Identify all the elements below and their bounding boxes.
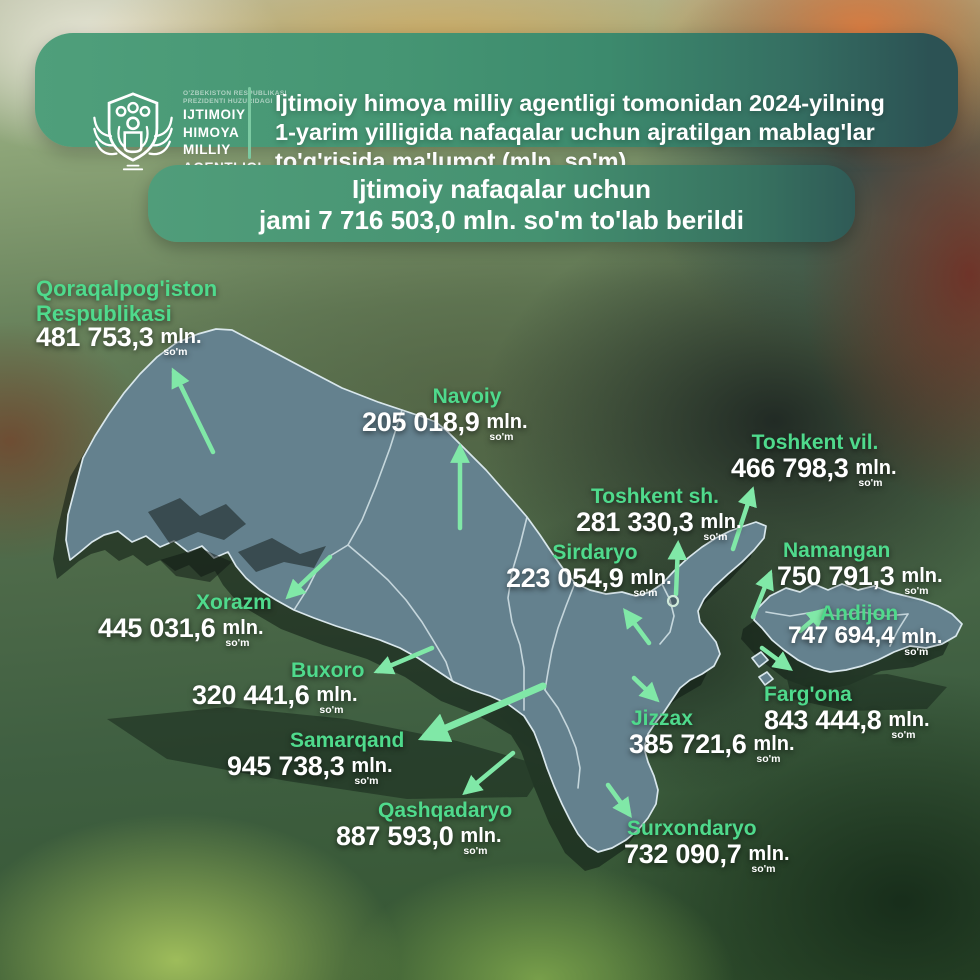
region-name-surxondaryo: Surxondaryo xyxy=(627,817,757,840)
arrow-surxondaryo xyxy=(605,782,632,819)
arrow-namangan xyxy=(750,569,774,620)
region-value-toshkent-sh: 281 330,3 mln. so'm xyxy=(576,507,742,543)
header-card: O'ZBEKISTON RESPUBLIKASI PREZIDENTI HUZU… xyxy=(35,33,958,174)
toshkent-city-pin xyxy=(666,594,680,608)
region-value-jizzax: 385 721,6 mln. so'm xyxy=(629,729,795,765)
logo-big-line: HIMOYA xyxy=(183,124,240,140)
arrow-qoraqalpogiston xyxy=(171,367,216,455)
map-region-mainland xyxy=(65,328,767,853)
leader-arrows xyxy=(171,367,827,819)
map-exclave xyxy=(751,651,769,668)
arrow-sirdaryo xyxy=(623,608,652,646)
page-title: Ijtimoiy himoya milliy agentligi tomonid… xyxy=(275,89,975,176)
total-banner-line1: Ijtimoiy nafaqalar uchun xyxy=(351,174,652,204)
region-value-fargona: 843 444,8 mln. so'm xyxy=(764,705,930,741)
region-name-sirdaryo: Sirdaryo xyxy=(552,541,638,564)
logo-big-line: MILLIY xyxy=(183,142,231,157)
arrow-toshkent-sh xyxy=(667,540,688,597)
arrow-fargona xyxy=(759,645,793,671)
region-value-samarqand: 945 738,3 mln. so'm xyxy=(227,751,393,787)
region-name-jizzax: Jizzax xyxy=(631,707,693,730)
region-value-toshkent-vil: 466 798,3 mln. so'm xyxy=(731,453,897,489)
region-name-toshkent-vil: Toshkent vil. xyxy=(751,431,879,454)
map-exclave xyxy=(758,671,774,686)
arrow-toshkent-vil xyxy=(730,486,757,552)
region-value-qashqadaryo: 887 593,0 mln. so'm xyxy=(336,821,502,857)
header-divider xyxy=(248,87,251,159)
arrow-buxoro xyxy=(373,645,435,675)
map-country-body xyxy=(65,328,963,853)
agency-logo-icon xyxy=(93,92,173,171)
region-value-xorazm: 445 031,6 mln. so'm xyxy=(98,613,264,649)
total-banner: Ijtimoiy nafaqalar uchun jami 7 716 503,… xyxy=(148,165,855,242)
region-name-buxoro: Buxoro xyxy=(291,659,365,682)
arrow-samarqand xyxy=(417,682,547,742)
region-name-navoiy: Navoiy xyxy=(432,385,502,408)
region-name-toshkent-sh: Toshkent sh. xyxy=(591,485,719,508)
logo-big-line: IJTIMOIY xyxy=(183,107,246,122)
arrow-andijon xyxy=(797,607,827,634)
aral-notches xyxy=(148,498,326,582)
region-name-samarqand: Samarqand xyxy=(290,729,405,752)
region-value-surxondaryo: 732 090,7 mln. so'm xyxy=(624,839,790,875)
region-name-xorazm: Xorazm xyxy=(196,591,272,614)
region-value-buxoro: 320 441,6 mln. so'm xyxy=(192,680,358,716)
total-banner-line2: jami 7 716 503,0 mln. so'm to'lab berild… xyxy=(259,205,744,235)
region-name-qashqadaryo: Qashqadaryo xyxy=(378,799,513,822)
region-value-andijon: 747 694,4 mln. so'm xyxy=(788,622,943,658)
region-name-qoraqalpogiston: Qoraqalpog'iston xyxy=(36,276,218,301)
page-title-line2: 1-yarim yilligida nafaqalar uchun ajrati… xyxy=(275,119,875,145)
map-region-fergana-valley xyxy=(753,583,963,673)
region-name-qoraqalpogiston-line2: Respublikasi xyxy=(36,301,172,326)
region-value-namangan: 750 791,3 mln. so'm xyxy=(777,561,943,597)
logo-small-line: O'ZBEKISTON RESPUBLIKASI xyxy=(183,90,287,97)
arrow-xorazm xyxy=(285,554,333,600)
region-value-sirdaryo: 223 054,9 mln. so'm xyxy=(506,563,672,599)
region-value-navoiy: 205 018,9 mln. so'm xyxy=(362,407,528,443)
region-name-fargona: Farg'ona xyxy=(764,683,852,706)
arrow-qashqadaryo xyxy=(462,750,516,796)
region-name-namangan: Namangan xyxy=(783,539,891,562)
logo-small-line: PREZIDENTI HUZURIDAGI xyxy=(183,97,273,105)
page-title-line1: Ijtimoiy himoya milliy agentligi tomonid… xyxy=(275,90,885,116)
region-name-andijon: Andijon xyxy=(820,602,899,625)
region-value-qoraqalpogiston: 481 753,3 mln. so'm xyxy=(36,322,202,358)
agency-logo-text: O'ZBEKISTON RESPUBLIKASI PREZIDENTI HUZU… xyxy=(183,90,287,175)
arrow-jizzax xyxy=(631,675,660,703)
